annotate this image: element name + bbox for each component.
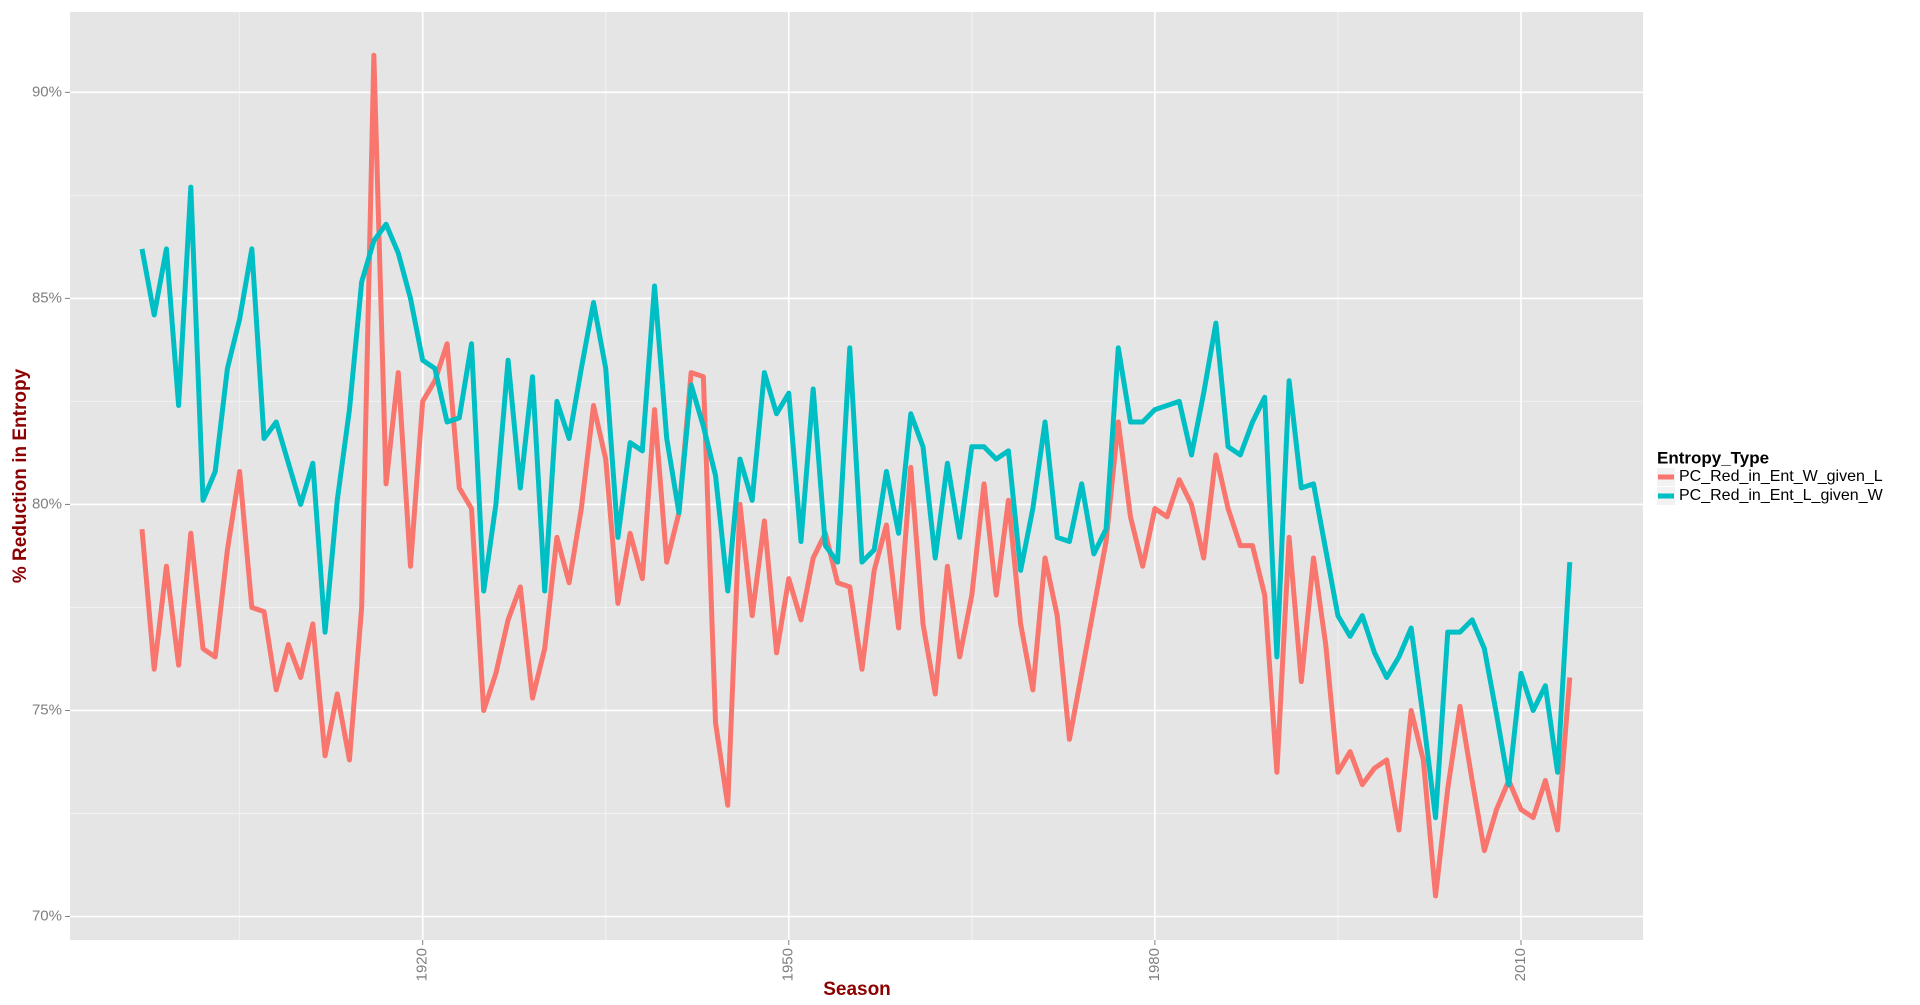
x-tick-label: 1980 — [1146, 948, 1163, 981]
series-line — [139, 184, 1573, 821]
x-tick-label: 1950 — [780, 948, 797, 981]
legend-label: PC_Red_in_Ent_L_given_W — [1679, 487, 1884, 504]
y-tick-label: 85% — [32, 289, 62, 306]
y-tick-label: 80% — [32, 495, 62, 512]
x-axis-title: Season — [823, 979, 891, 1000]
x-tick-label: 1920 — [414, 948, 431, 981]
y-tick-label: 70% — [32, 907, 62, 924]
series-line — [139, 52, 1573, 899]
x-tick-label: 2010 — [1512, 948, 1529, 981]
legend-label: PC_Red_in_Ent_W_given_L — [1679, 468, 1883, 485]
y-axis-title: % Reduction in Entropy — [10, 368, 31, 583]
legend-title: Entropy_Type — [1657, 448, 1769, 467]
y-tick-label: 75% — [32, 701, 62, 718]
y-tick-label: 90% — [32, 83, 62, 100]
